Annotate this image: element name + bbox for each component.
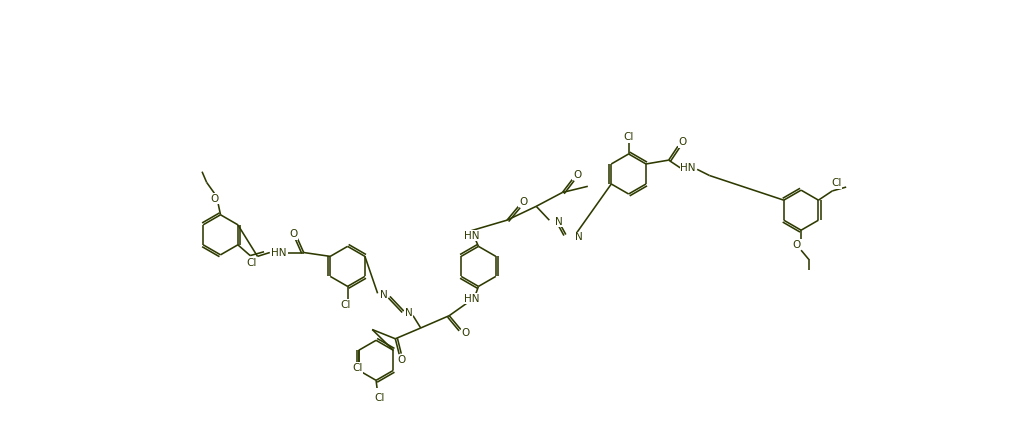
Text: O: O — [792, 240, 800, 250]
Text: O: O — [519, 197, 527, 207]
Text: O: O — [573, 170, 581, 180]
Text: Cl: Cl — [831, 178, 841, 188]
Text: HN: HN — [680, 163, 696, 173]
Text: Cl: Cl — [623, 132, 634, 142]
Text: N: N — [575, 232, 583, 242]
Text: N: N — [405, 307, 412, 317]
Text: O: O — [462, 328, 470, 338]
Text: HN: HN — [272, 248, 287, 258]
Text: Cl: Cl — [352, 363, 362, 373]
Text: N: N — [555, 217, 563, 227]
Text: Cl: Cl — [374, 393, 384, 403]
Text: O: O — [678, 137, 686, 147]
Text: N: N — [380, 290, 387, 300]
Text: O: O — [211, 194, 219, 204]
Text: O: O — [398, 355, 406, 365]
Text: Cl: Cl — [246, 258, 257, 268]
Text: O: O — [290, 229, 298, 239]
Text: HN: HN — [464, 294, 479, 304]
Text: HN: HN — [464, 231, 479, 241]
Text: Cl: Cl — [340, 300, 351, 310]
